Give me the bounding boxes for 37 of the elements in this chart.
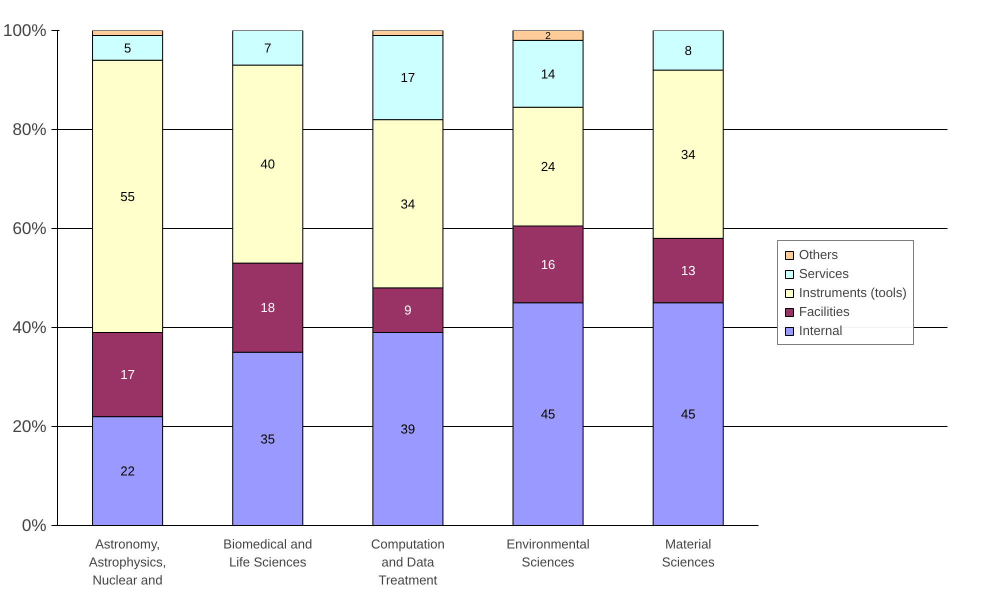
- data-label: 17: [400, 70, 416, 86]
- y-tick-label: 40%: [12, 318, 47, 337]
- data-label: 14: [540, 66, 556, 82]
- y-tick-label: 100%: [3, 21, 47, 40]
- data-label: 34: [400, 196, 416, 212]
- data-label: 22: [120, 464, 135, 479]
- legend-label: Facilities: [799, 304, 850, 319]
- y-tick-label: 0%: [22, 516, 47, 535]
- data-label: 35: [260, 431, 275, 446]
- x-tick-label: Computation and Data Treatment: [371, 536, 445, 588]
- legend-label: Internal: [799, 323, 842, 338]
- y-tick-label: 60%: [12, 219, 47, 238]
- data-label: 45: [540, 406, 556, 422]
- data-label: 55: [120, 188, 135, 204]
- data-label: 17: [120, 367, 135, 382]
- legend-label: Services: [799, 266, 849, 281]
- y-tick-label: 80%: [12, 120, 47, 139]
- data-label: 18: [260, 300, 275, 316]
- data-label: 2: [545, 30, 552, 42]
- y-tick-label: 20%: [12, 417, 47, 436]
- data-label: 24: [540, 159, 556, 174]
- data-label: 9: [404, 302, 412, 318]
- data-label: 8: [684, 42, 692, 58]
- data-label: 39: [400, 421, 416, 436]
- x-tick-label: Material Sciences: [662, 536, 716, 570]
- legend-label: Others: [799, 247, 838, 262]
- x-tick-label: Astronomy, Astrophysics, Nuclear and: [88, 536, 166, 588]
- data-label: 7: [264, 40, 272, 56]
- data-label: 45: [680, 406, 696, 422]
- data-label: 16: [540, 256, 556, 272]
- data-label: 13: [680, 263, 696, 278]
- x-tick-label: Biomedical and Life Sciences: [223, 536, 312, 570]
- data-label: 34: [680, 146, 696, 162]
- data-label: 5: [124, 40, 132, 56]
- x-tick-label: Environmental Sciences: [506, 536, 590, 570]
- legend-label: Instruments (tools): [799, 285, 907, 300]
- data-label: 40: [260, 156, 275, 172]
